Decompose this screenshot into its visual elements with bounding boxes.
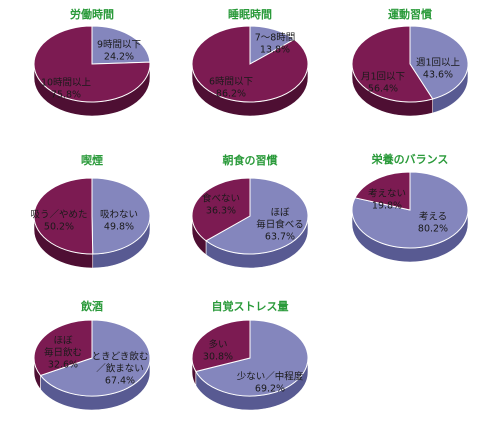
pie-slice (409, 25, 469, 100)
slice-label: 49.8% (104, 222, 134, 233)
slice-label: 吸う／やめた (30, 210, 87, 221)
slice-label: ほぼ (53, 336, 73, 347)
slice-label: 19.8% (372, 201, 402, 212)
pie-title: 睡眠時間 (228, 7, 272, 21)
pie-slice (33, 177, 94, 255)
pie-slice (195, 319, 309, 397)
slice-label: 食べない (202, 193, 240, 205)
slice-label: 9時間以下 (97, 40, 141, 51)
slice-label: 32.6% (48, 360, 78, 371)
slice-label: 36.3% (206, 206, 236, 217)
slice-label: 67.4% (105, 376, 135, 387)
slice-label: 63.7% (265, 232, 295, 243)
pie-slice (191, 319, 251, 373)
slice-label: 75.8% (51, 90, 81, 101)
pie-slice (354, 171, 411, 211)
pie-title: 飲酒 (80, 299, 103, 313)
slice-label: ほぼ (270, 208, 290, 219)
pie-slice (33, 25, 151, 103)
slice-label: 月1回以下 (361, 72, 405, 83)
slice-label: 43.6% (423, 70, 453, 81)
slice-label: 69.2% (255, 384, 285, 395)
slice-label: 考える (419, 212, 447, 223)
slice-label: 86.2% (216, 89, 246, 100)
slice-label: 6時間以下 (209, 77, 253, 88)
slice-label: 30.8% (203, 352, 233, 363)
pie-title: 労働時間 (70, 7, 114, 21)
pie-title: 自覚ストレス量 (212, 299, 289, 313)
pie-title: 栄養のバランス (371, 152, 449, 166)
slice-label: 10時間以上 (41, 78, 92, 89)
slice-label: 毎日食べる (256, 219, 304, 231)
pie-slice (33, 319, 93, 377)
slice-label: 24.2% (104, 52, 134, 63)
slice-label: 50.2% (44, 222, 74, 233)
slice-label: 56.4% (368, 84, 398, 95)
slice-label: 13.8% (260, 45, 290, 56)
pie-slice (191, 177, 251, 242)
pie-title: 喫煙 (81, 153, 103, 167)
slice-label: 週1回以上 (416, 57, 461, 69)
slice-label: 吸わない (100, 210, 138, 221)
slice-label: ときどき飲む (92, 351, 149, 363)
pie-slice (351, 171, 469, 249)
pie-title: 朝食の習慣 (223, 153, 278, 167)
pie-title: 運動習慣 (388, 7, 432, 21)
pie-slice (351, 25, 434, 103)
slice-label: 80.2% (418, 224, 448, 235)
pie-slice (91, 177, 151, 255)
slice-label: 7～8時間 (255, 33, 296, 44)
slice-label: 少ない／中程度 (237, 371, 304, 383)
slice-label: 考えない (368, 189, 406, 200)
pie-slice (191, 25, 309, 103)
pie-slice (39, 319, 151, 397)
slice-label: ／飲まない (96, 363, 144, 375)
pie-slice (91, 25, 151, 65)
slice-label: 毎日飲む (44, 347, 82, 359)
slice-label: 多い (208, 339, 227, 351)
pie-slice (205, 177, 309, 255)
